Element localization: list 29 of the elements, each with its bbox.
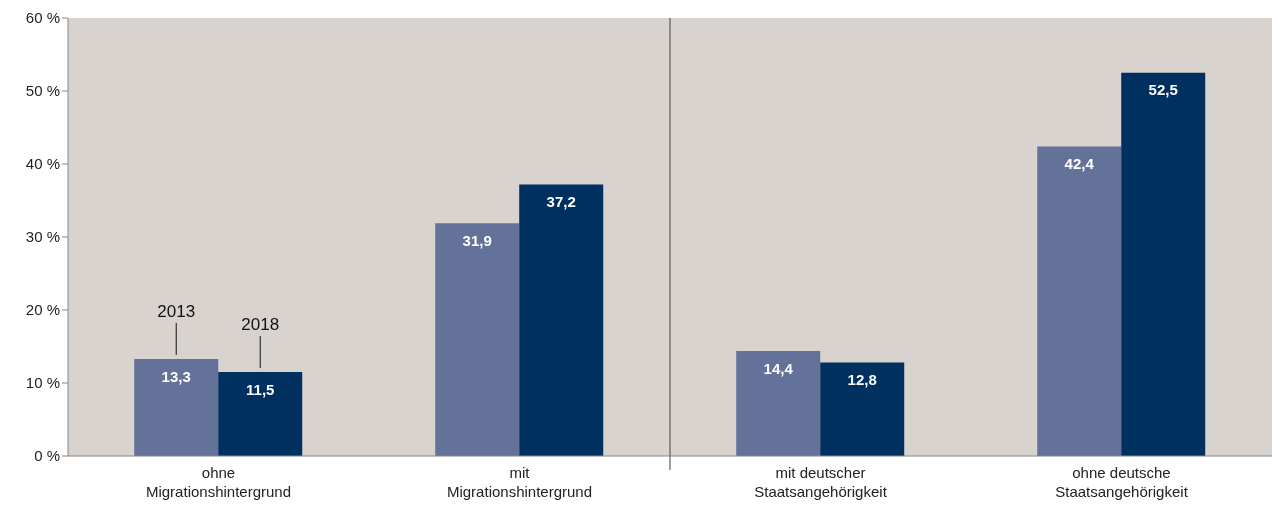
text: 2013	[157, 301, 196, 321]
data-label: 31,9	[462, 231, 492, 249]
x-tick-label: ohne Migrationshintergrund	[145, 464, 292, 500]
bar	[134, 358, 219, 456]
data-label: 42,4	[1064, 155, 1095, 173]
data-label: 11,5	[246, 380, 275, 398]
y-tick-label: 0 %	[34, 447, 60, 465]
bar	[1037, 146, 1122, 456]
y-tick-label: 30 %	[25, 228, 60, 246]
data-label: 13,3	[161, 367, 191, 385]
bar	[1121, 72, 1206, 456]
y-tick-label: 10 %	[25, 374, 60, 392]
bar	[435, 223, 520, 456]
text: 2018	[241, 315, 280, 335]
y-tick-label: 50 %	[25, 82, 60, 100]
x-tick-label: mit deutscher Staatsangehörigkeit	[754, 464, 888, 500]
data-label: 37,2	[546, 193, 576, 211]
data-label: 12,8	[847, 371, 877, 389]
x-tick-label: ohne deutsche Staatsangehörigkeit	[1055, 464, 1189, 500]
x-tick-label: mit Migrationshintergrund	[446, 464, 593, 500]
y-tick-label: 20 %	[25, 301, 60, 319]
y-tick-label: 40 %	[25, 155, 60, 173]
bar	[820, 362, 905, 456]
data-label: 52,5	[1148, 81, 1178, 99]
bar	[218, 372, 303, 456]
data-label: 14,4	[763, 359, 794, 377]
bar	[519, 184, 604, 456]
bar	[736, 350, 821, 456]
y-tick-label: 60 %	[25, 9, 60, 27]
